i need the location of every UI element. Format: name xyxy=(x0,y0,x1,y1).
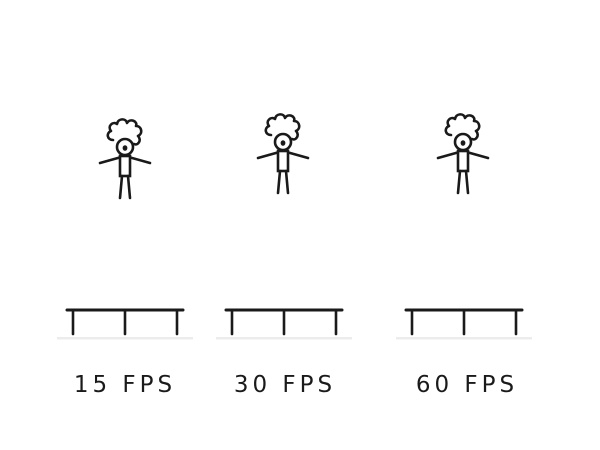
fps-label-60: 60 FPS xyxy=(415,372,519,398)
stick-figure-icon xyxy=(436,113,490,195)
panel-60-fps xyxy=(394,113,534,341)
stick-figure-icon xyxy=(256,113,310,195)
trampoline-icon xyxy=(55,308,195,341)
panel-30-fps xyxy=(214,113,354,341)
stick-figure-icon xyxy=(98,118,152,200)
fps-label-15: 15 FPS xyxy=(73,372,177,398)
fps-label-30: 30 FPS xyxy=(233,372,337,398)
trampoline-icon xyxy=(394,308,534,341)
panel-15-fps xyxy=(55,118,195,341)
trampoline-icon xyxy=(214,308,354,341)
